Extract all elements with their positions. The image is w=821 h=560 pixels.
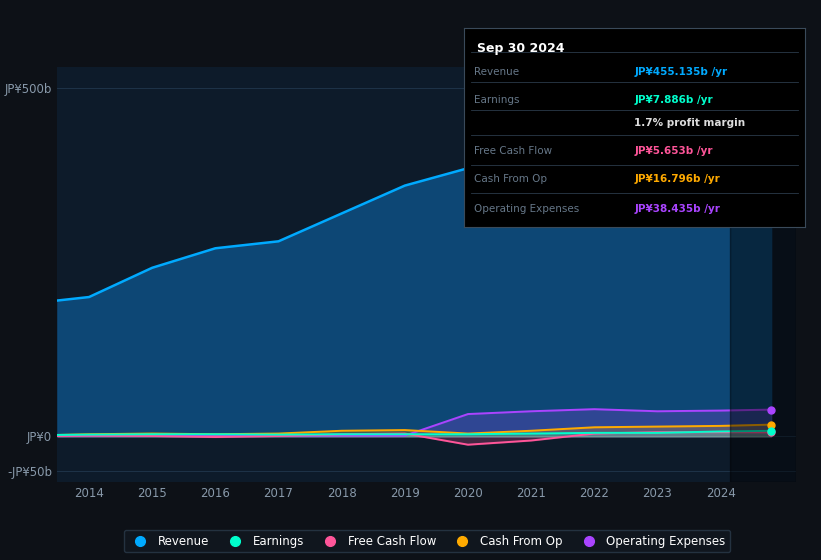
Text: Cash From Op: Cash From Op bbox=[474, 174, 547, 184]
Text: JP¥455.135b /yr: JP¥455.135b /yr bbox=[635, 67, 727, 77]
Text: 1.7% profit margin: 1.7% profit margin bbox=[635, 118, 745, 128]
Text: JP¥5.653b /yr: JP¥5.653b /yr bbox=[635, 146, 713, 156]
Text: Operating Expenses: Operating Expenses bbox=[474, 204, 580, 214]
Text: JP¥38.435b /yr: JP¥38.435b /yr bbox=[635, 204, 720, 214]
Bar bbox=[730, 67, 796, 482]
Text: Sep 30 2024: Sep 30 2024 bbox=[478, 42, 565, 55]
Text: JP¥7.886b /yr: JP¥7.886b /yr bbox=[635, 95, 713, 105]
Text: JP¥16.796b /yr: JP¥16.796b /yr bbox=[635, 174, 720, 184]
Text: Revenue: Revenue bbox=[474, 67, 519, 77]
Text: Free Cash Flow: Free Cash Flow bbox=[474, 146, 553, 156]
Legend: Revenue, Earnings, Free Cash Flow, Cash From Op, Operating Expenses: Revenue, Earnings, Free Cash Flow, Cash … bbox=[124, 530, 730, 552]
Text: Earnings: Earnings bbox=[474, 95, 520, 105]
